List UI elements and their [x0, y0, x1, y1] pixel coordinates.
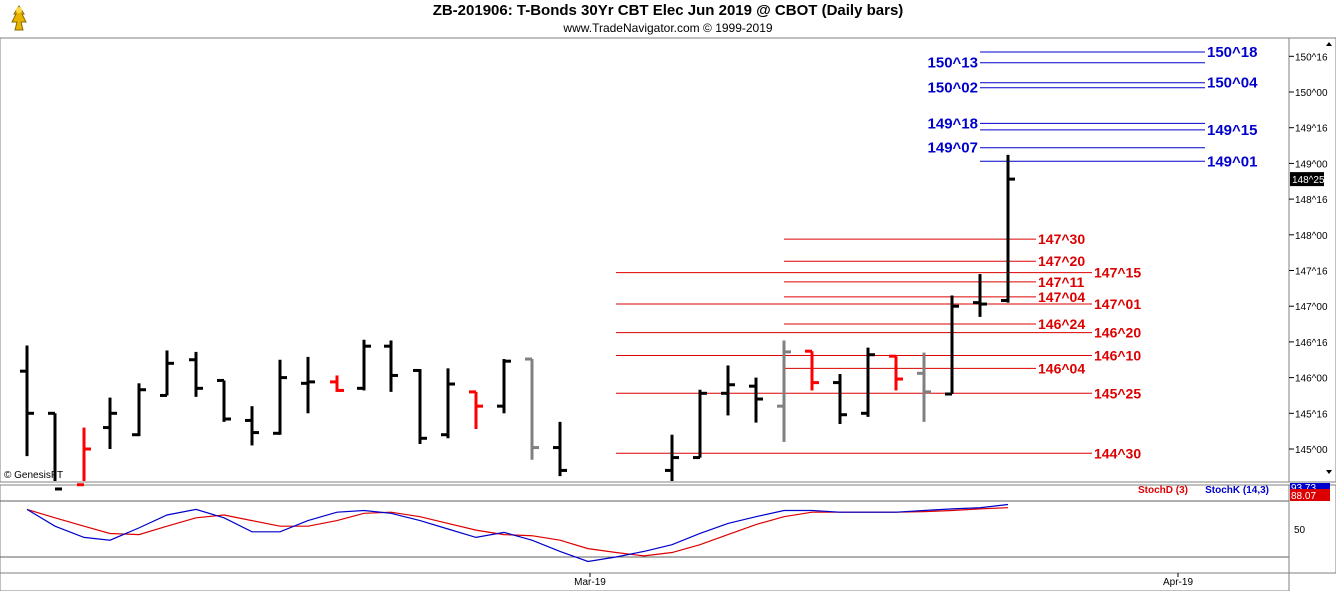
y-tick-label: 145^16 [1295, 409, 1328, 420]
ohlc-bar [273, 359, 287, 435]
current-price-marker [1290, 172, 1324, 187]
ohlc-bar [497, 359, 511, 414]
level-label: 147^30 [1038, 231, 1085, 247]
chart-title: ZB-201906: T-Bonds 30Yr CBT Elec Jun 201… [432, 2, 904, 19]
level-label: 147^20 [1038, 253, 1085, 269]
y-tick-label: 146^00 [1295, 374, 1328, 385]
ohlc-bar [217, 378, 231, 422]
ohlc-bar [48, 411, 62, 491]
ohlc-bar [1001, 154, 1015, 303]
stochastic-series-line [26, 503, 1009, 563]
y-tick-label: 149^00 [1295, 159, 1328, 170]
y-tick-label: 146^16 [1295, 338, 1328, 349]
ohlc-bar [861, 347, 875, 417]
ohlc-bar [665, 434, 679, 481]
level-label: 147^15 [1094, 265, 1141, 281]
chart-header: ZB-201906: T-Bonds 30Yr CBT Elec Jun 201… [0, 0, 1336, 38]
ohlc-bar [132, 383, 146, 437]
ohlc-bar [805, 349, 819, 391]
current-price-label: 148^25 [1292, 175, 1325, 186]
price-axis-ticks: 150^16 150^00 149^16 149^00 148^16 148^00 147^… [1289, 42, 1332, 474]
level-label: 146^24 [1038, 316, 1085, 332]
copyright-label: © GenesisFT [4, 470, 63, 481]
price-bars-layer [20, 154, 1015, 491]
level-label: 149^18 [928, 115, 978, 132]
stochd-value-marker [1290, 489, 1330, 501]
ohlc-bar [777, 340, 791, 442]
y-tick-label: 147^16 [1295, 267, 1328, 278]
stochastic-tick-label: 50 [1294, 525, 1306, 536]
price-axis [1288, 37, 1336, 483]
level-label: 150^18 [1207, 44, 1257, 61]
time-axis-ticks: Mar-19 Apr-19 [574, 573, 1193, 588]
stochastic-panel [0, 484, 1290, 574]
x-tick-label: Mar-19 [574, 577, 606, 588]
ohlc-bar [749, 377, 763, 423]
legend-stochk: StochK (14,3) [1205, 485, 1269, 496]
level-label: 146^20 [1094, 325, 1141, 341]
level-label: 150^02 [928, 80, 978, 97]
ohlc-bar [77, 427, 91, 487]
price-levels-layer: 150^18 150^13 150^04 150^02 149^18 149^15 149^… [616, 44, 1258, 461]
ohlc-bar [833, 374, 847, 425]
level-label: 147^01 [1094, 296, 1141, 312]
level-label: 149^01 [1207, 153, 1257, 170]
ohlc-bar [721, 365, 735, 416]
stochk-value-label: 93.73 [1291, 483, 1316, 494]
stochk-value-marker [1290, 483, 1330, 493]
y-tick-label: 150^16 [1295, 52, 1328, 63]
time-axis [0, 572, 1290, 591]
level-label: 150^13 [928, 55, 978, 72]
ohlc-bar [189, 351, 203, 397]
ohlc-bar [20, 345, 34, 457]
chart-subtitle: www.TradeNavigator.com © 1999-2019 [563, 21, 773, 35]
level-label: 149^15 [1207, 122, 1257, 139]
level-label: 150^04 [1207, 75, 1258, 92]
x-tick-label: Apr-19 [1163, 577, 1193, 588]
level-label: 147^11 [1038, 274, 1085, 290]
y-tick-label: 145^00 [1295, 445, 1328, 456]
level-label: 146^04 [1038, 360, 1085, 376]
y-tick-label: 148^00 [1295, 231, 1328, 242]
ohlc-bar [945, 295, 959, 396]
stochd-value-label: 88.07 [1291, 491, 1316, 502]
ohlc-bar [384, 340, 398, 392]
ohlc-bar [917, 352, 931, 422]
level-label: 144^30 [1094, 445, 1141, 461]
ohlc-bar [525, 357, 539, 460]
scroll-down-icon[interactable] [1326, 470, 1332, 474]
y-tick-label: 147^00 [1295, 302, 1328, 313]
legend-stochd: StochD (3) [1138, 485, 1188, 496]
y-tick-label: 150^00 [1295, 88, 1328, 99]
y-tick-label: 148^16 [1295, 195, 1328, 206]
scroll-up-icon[interactable] [1326, 42, 1332, 46]
ohlc-bar [245, 406, 259, 446]
ohlc-bar [553, 421, 567, 477]
y-tick-label: 149^16 [1295, 124, 1328, 135]
level-label: 146^10 [1094, 347, 1141, 363]
ohlc-bar [441, 368, 455, 439]
ohlc-bar [693, 389, 707, 460]
trade-navigator-logo-icon [4, 3, 34, 33]
ohlc-bar [973, 274, 987, 317]
level-label: 145^25 [1094, 385, 1141, 401]
ohlc-bar [469, 390, 483, 430]
ohlc-bar [889, 354, 903, 391]
level-label: 147^04 [1038, 289, 1085, 305]
ohlc-bar [160, 350, 174, 397]
ohlc-bar [357, 339, 371, 391]
ohlc-bar [301, 356, 315, 414]
price-panel [0, 37, 1290, 483]
level-label: 149^07 [928, 140, 978, 157]
ohlc-bar [330, 375, 344, 392]
ohlc-bar [103, 397, 117, 449]
ohlc-bar [413, 368, 427, 445]
